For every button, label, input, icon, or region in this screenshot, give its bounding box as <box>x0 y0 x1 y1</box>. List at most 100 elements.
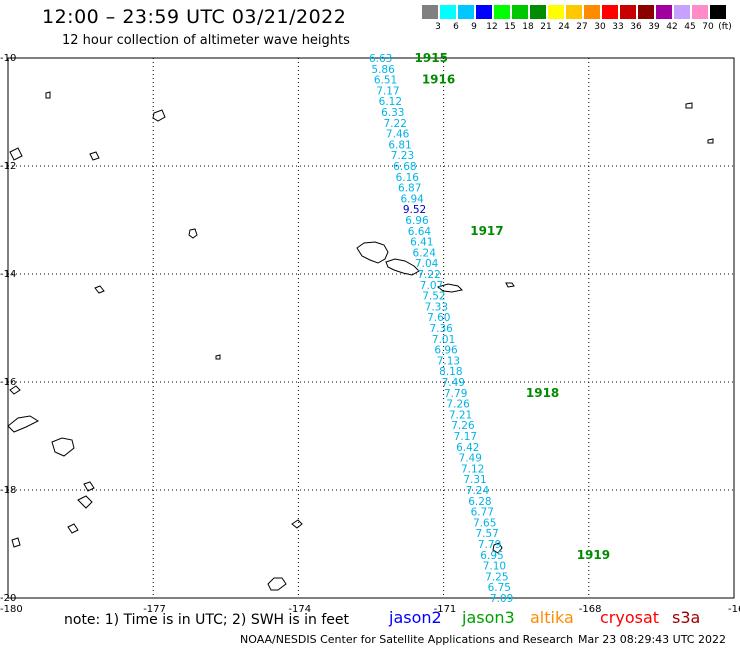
satellite-name: jason3 <box>462 608 515 627</box>
wave-height-value: 7.10 <box>483 561 506 573</box>
track-time-label: 1915 <box>415 51 448 65</box>
wave-height-value: 7.07 <box>420 280 443 292</box>
legend-swatch <box>638 5 654 19</box>
track-time-labels: 1915 1916 1917 1918 1919 <box>415 51 611 562</box>
wave-height-value: 7.22 <box>417 269 440 281</box>
legend-label: 12 <box>486 22 498 32</box>
wave-height-value: 7.22 <box>384 118 407 130</box>
legend-swatch <box>422 5 438 19</box>
map-subtitle: 12 hour collection of altimeter wave hei… <box>62 33 350 48</box>
latitude-tick-label: -12 <box>0 161 16 172</box>
legend-label: 9 <box>471 22 477 32</box>
wave-height-value: 6.96 <box>434 345 458 357</box>
satellite-name: altika <box>530 608 574 627</box>
wave-height-value: 7.33 <box>425 301 448 313</box>
island-small-7 <box>707 138 714 144</box>
longitude-tick-label: -174 <box>288 604 311 615</box>
legend-swatch <box>566 5 582 19</box>
satellite-name: s3a <box>672 608 701 627</box>
track-time-label: 1918 <box>526 386 559 400</box>
wave-height-value: 7.23 <box>391 150 414 162</box>
footer-note: note: 1) Time is in UTC; 2) SWH is in fe… <box>64 612 350 628</box>
wave-height-value: 6.24 <box>413 247 437 259</box>
legend-swatch <box>440 5 456 19</box>
island-small-4 <box>67 523 79 534</box>
generated-timestamp: Mar 23 08:29:43 UTC 2022 <box>578 633 726 646</box>
legend-label: 39 <box>648 22 660 32</box>
wave-height-value: 7.12 <box>461 463 484 475</box>
wave-height-value: 6.77 <box>471 507 494 519</box>
island-tutuila <box>436 283 464 293</box>
island-fiji-lau-2 <box>83 481 95 492</box>
wave-height-value: 7.04 <box>415 258 439 270</box>
legend-label: 24 <box>558 22 570 32</box>
map-frame <box>7 57 735 599</box>
island-small-5 <box>11 537 21 548</box>
island-wallis <box>188 228 198 239</box>
island-coastlines <box>7 91 714 591</box>
wave-height-value: 7.57 <box>475 528 498 540</box>
wave-height-value: 7.46 <box>386 129 410 141</box>
wave-height-value: 6.16 <box>396 172 420 184</box>
track-time-label: 1917 <box>470 224 503 238</box>
satellite-name: cryosat <box>600 608 660 627</box>
wave-height-value: 8.18 <box>439 366 462 378</box>
wave-height-value: 6.41 <box>410 237 433 249</box>
wave-height-value: 6.96 <box>405 215 429 227</box>
wave-height-value: 6.63 <box>369 53 392 65</box>
legend-swatch <box>530 5 546 19</box>
longitude-tick-label: -165 <box>728 604 740 615</box>
wave-height-value: 7.36 <box>429 323 453 335</box>
island-small-1 <box>45 91 51 99</box>
longitude-tick-label: -171 <box>434 604 457 615</box>
wave-height-value: 6.42 <box>456 442 479 454</box>
legend-label: 36 <box>630 22 642 32</box>
legend-swatch <box>656 5 672 19</box>
wave-height-value: 7.49 <box>442 377 465 389</box>
wave-height-value: 7.79 <box>444 388 467 400</box>
wave-height-value: 7.79 <box>478 539 501 551</box>
legend-swatch <box>548 5 564 19</box>
wave-height-value: 6.51 <box>374 75 397 87</box>
island-small-6 <box>685 102 693 109</box>
wave-height-value: 7.13 <box>437 355 460 367</box>
wave-height-value: 7.09 <box>490 593 513 605</box>
track-time-label: 1919 <box>577 548 610 562</box>
island-niuatoputapu <box>215 354 221 360</box>
legend-label: 21 <box>540 22 552 32</box>
legend-swatch <box>602 5 618 19</box>
wave-height-value: 7.21 <box>449 409 472 421</box>
wave-height-value: 6.87 <box>398 183 421 195</box>
wave-height-value: 7.49 <box>459 453 482 465</box>
latitude-tick-label: -16 <box>0 377 16 388</box>
legend-label: 3 <box>435 22 441 32</box>
wave-height-value: 6.33 <box>381 107 404 119</box>
latitude-tick-label: -18 <box>0 485 16 496</box>
island-small-3 <box>9 385 21 395</box>
longitude-tick-label: -180 <box>0 604 23 615</box>
island-upolu <box>356 241 389 264</box>
satellite-name: jason2 <box>389 608 442 627</box>
wave-height-value: 7.17 <box>454 431 477 443</box>
island-small-2 <box>89 151 100 161</box>
island-rotuma <box>9 147 23 161</box>
island-manua <box>505 282 515 288</box>
legend-label: 45 <box>684 22 696 32</box>
longitude-tick-label: -177 <box>143 604 166 615</box>
longitude-tick-label: -168 <box>579 604 602 615</box>
wave-height-value: 7.31 <box>463 474 486 486</box>
legend-swatch <box>584 5 600 19</box>
legend-swatch <box>710 5 726 19</box>
legend-label: 15 <box>504 22 516 32</box>
island-vavau <box>291 519 303 529</box>
wave-height-value: 6.28 <box>468 496 491 508</box>
lat-lon-grid: -180 -177 -174 -171 -168 -165 -10 -12 -14 -16 -18 -… <box>0 53 740 615</box>
wave-height-value: 5.86 <box>371 64 395 76</box>
legend-label: 30 <box>594 22 606 32</box>
wave-height-value: 6.68 <box>393 161 416 173</box>
wave-height-value: 7.65 <box>473 517 496 529</box>
wave-height-value: 7.24 <box>466 485 490 497</box>
wave-height-value: 9.52 <box>403 204 426 216</box>
wave-height-value: 7.25 <box>485 571 508 583</box>
track-time-label: 1916 <box>422 73 455 87</box>
